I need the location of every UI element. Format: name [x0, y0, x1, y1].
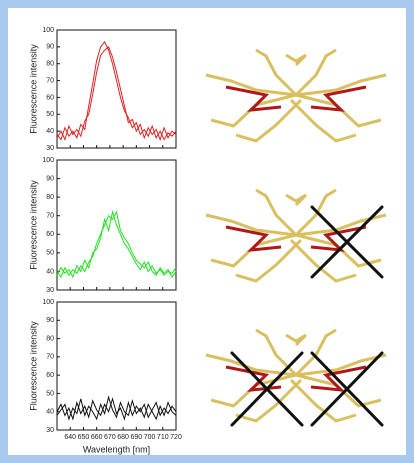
y-tick-label: 50 — [46, 390, 54, 397]
y-tick-label: 60 — [46, 372, 54, 379]
y-tick-label: 50 — [46, 250, 54, 257]
y-tick-label: 80 — [46, 194, 54, 201]
y-tick-label: 70 — [46, 354, 54, 361]
data-line — [56, 46, 177, 142]
y-tick-label: 80 — [46, 61, 54, 68]
plot-area — [56, 301, 177, 431]
molecule-core — [225, 225, 282, 252]
y-tick-label: 100 — [42, 157, 54, 164]
molecule-arm — [295, 213, 387, 237]
molecule-arm — [255, 48, 298, 97]
molecule-core — [225, 85, 282, 112]
data-line — [56, 395, 177, 421]
crosses — [230, 205, 384, 427]
molecule-core — [310, 225, 367, 252]
molecule-arm — [294, 328, 337, 377]
molecule-arm — [294, 48, 337, 97]
molecule-arm — [235, 378, 303, 423]
x-tick-label: 660 — [91, 434, 103, 441]
x-axis-label: Wavelength [nm] — [83, 444, 150, 454]
data-line — [56, 397, 177, 421]
molecule-arm — [285, 333, 308, 347]
y-tick-label: 70 — [46, 77, 54, 84]
molecule-arm — [289, 238, 357, 283]
y-tick-label: 40 — [46, 128, 54, 135]
data-line — [56, 210, 177, 279]
x-tick-label: 710 — [157, 434, 169, 441]
y-tick-label: 90 — [46, 44, 54, 51]
cross-line — [230, 351, 304, 427]
y-axis-label: Fluorescence intensity — [28, 180, 38, 270]
molecule-arm — [235, 238, 303, 283]
y-tick-label: 90 — [46, 175, 54, 182]
y-tick-label: 50 — [46, 111, 54, 118]
x-tick-label: 670 — [104, 434, 116, 441]
x-tick-label: 700 — [144, 434, 156, 441]
plot-area — [56, 29, 177, 149]
cross-line — [310, 205, 384, 279]
y-tick-label: 40 — [46, 268, 54, 275]
molecule-arm — [205, 73, 297, 97]
molecule-arm — [294, 188, 337, 237]
molecule-arm — [285, 53, 308, 67]
molecule-arm — [255, 328, 298, 377]
y-tick-label: 60 — [46, 231, 54, 238]
molecule-core — [310, 85, 367, 112]
y-axis-label: Fluorescence intensity — [28, 321, 38, 411]
plot-area — [56, 159, 177, 291]
y-tick-label: 100 — [42, 27, 54, 34]
molecule-arm — [285, 193, 308, 207]
molecule-arm — [210, 233, 297, 268]
x-tick-label: 650 — [78, 434, 90, 441]
molecule-arm — [255, 188, 298, 237]
y-tick-label: 30 — [46, 287, 54, 294]
y-tick-label: 30 — [46, 145, 54, 152]
molecule-arm — [205, 213, 297, 237]
molecule-arm — [295, 73, 387, 97]
molecule-arm — [289, 378, 357, 423]
x-tick-label: 680 — [117, 434, 129, 441]
y-axis-label: Fluorescence intensity — [28, 44, 38, 134]
y-tick-label: 70 — [46, 213, 54, 220]
x-tick-label: 640 — [64, 434, 76, 441]
data-line — [56, 210, 177, 279]
molecule-arm — [210, 93, 297, 128]
x-tick-label: 720 — [170, 434, 182, 441]
x-tick-label: 690 — [130, 434, 142, 441]
data-line — [56, 40, 177, 141]
cross-line — [310, 351, 384, 427]
y-tick-label: 60 — [46, 94, 54, 101]
y-tick-label: 40 — [46, 409, 54, 416]
y-tick-label: 30 — [46, 427, 54, 434]
molecule-arm — [289, 98, 357, 143]
y-tick-label: 90 — [46, 317, 54, 324]
molecule-core — [310, 365, 367, 392]
y-tick-label: 80 — [46, 335, 54, 342]
molecule-arm — [295, 373, 382, 408]
molecule-arm — [295, 353, 387, 377]
y-tick-label: 100 — [42, 299, 54, 306]
molecule-arm — [235, 98, 303, 143]
molecule-arm — [295, 93, 382, 128]
